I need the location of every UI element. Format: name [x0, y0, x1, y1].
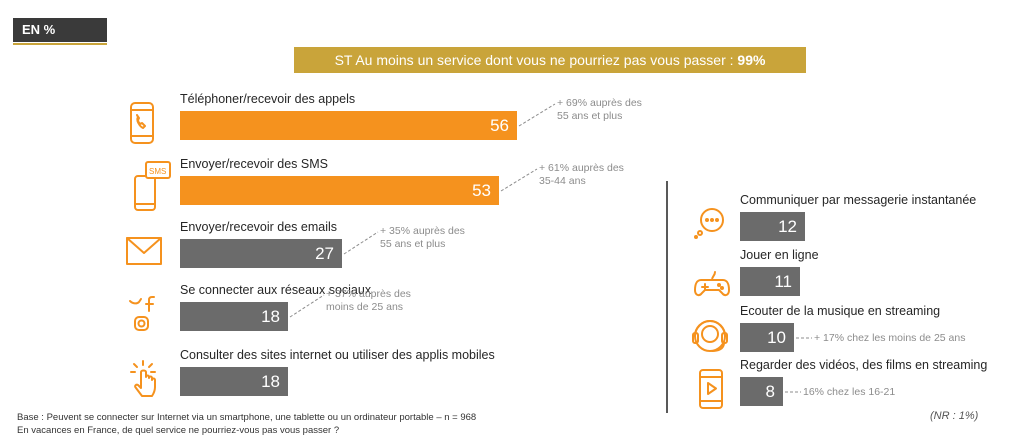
email-icon [125, 236, 165, 273]
bar-8: 10 [740, 323, 794, 352]
bar-1: 56 [180, 111, 517, 140]
svg-text:SMS: SMS [149, 167, 166, 176]
bar-1-annotation-leader [518, 103, 556, 127]
touch-icon [126, 358, 162, 405]
summary-banner-text: ST Au moins un service dont vous ne pour… [334, 52, 738, 68]
bar-2-label: Envoyer/recevoir des SMS [180, 157, 328, 171]
summary-banner-value: 99% [737, 52, 766, 68]
bar-6: 12 [740, 212, 805, 241]
bar-4-annotation-leader [289, 294, 325, 318]
bar-2-annotation: + 61% auprès des 35-44 ans [539, 162, 624, 187]
phone-icon [128, 101, 158, 150]
bar-9-label: Regarder des vidéos, des films en stream… [740, 358, 988, 372]
bar-3-annotation: + 35% auprès des 55 ans et plus [380, 225, 465, 250]
bar-9: 8 [740, 377, 783, 406]
bar-3: 27 [180, 239, 342, 268]
sms-icon: SMS [130, 160, 176, 219]
column-divider [666, 181, 668, 413]
video-icon [697, 368, 725, 415]
bar-4-annotation: + 37% auprès des moins de 25 ans [326, 288, 411, 313]
no-response-note: (NR : 1%) [930, 410, 979, 422]
bar-5-label: Consulter des sites internet ou utiliser… [180, 348, 495, 362]
bar-3-label: Envoyer/recevoir des emails [180, 220, 338, 234]
bar-7: 11 [740, 267, 800, 296]
chat-icon [693, 206, 729, 245]
bar-3-annotation-leader [343, 231, 379, 255]
unit-tag-underline [13, 43, 107, 45]
bar-7-label: Jouer en ligne [740, 248, 819, 262]
social-icon [127, 295, 157, 340]
summary-banner: ST Au moins un service dont vous ne pour… [294, 47, 806, 73]
footnote-question: En vacances en France, de quel service n… [17, 425, 340, 436]
bar-2: 53 [180, 176, 499, 205]
headset-icon [690, 316, 730, 361]
bar-1-label: Téléphoner/recevoir des appels [180, 92, 356, 106]
bar-8-annotation: + 17% chez les moins de 25 ans [814, 332, 966, 344]
bar-4: 18 [180, 302, 288, 331]
bar-9-annotation: 16% chez les 16-21 [803, 386, 896, 398]
unit-tag: EN % [13, 18, 107, 42]
bar-2-annotation-leader [500, 168, 538, 192]
bar-6-label: Communiquer par messagerie instantanée [740, 193, 977, 207]
bar-8-label: Ecouter de la musique en streaming [740, 304, 941, 318]
gamepad-icon [694, 268, 730, 305]
bar-4-label: Se connecter aux réseaux sociaux [180, 283, 372, 297]
footnote-base: Base : Peuvent se connecter sur Internet… [17, 412, 477, 423]
bar-1-annotation: + 69% auprès des 55 ans et plus [557, 97, 642, 122]
bar-5: 18 [180, 367, 288, 396]
